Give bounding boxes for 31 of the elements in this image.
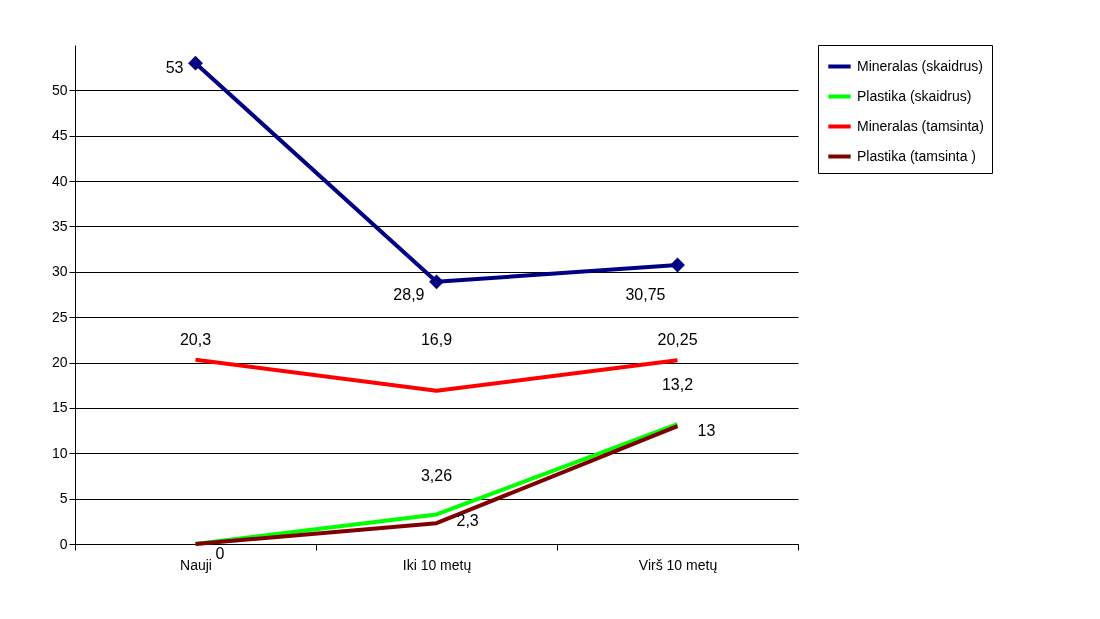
y-tick-label: 0 [59, 535, 68, 552]
data-label: 0 [215, 545, 225, 562]
data-label: 13 [697, 421, 716, 439]
legend-label: Plastika (tamsinta ) [857, 147, 977, 164]
data-label: 30,75 [625, 285, 666, 303]
y-tick-label: 10 [51, 444, 68, 461]
y-tick-label: 20 [51, 354, 68, 371]
data-label: 28,9 [393, 285, 425, 303]
data-label: 20,3 [179, 330, 212, 348]
data-label: 16,9 [420, 330, 453, 348]
data-label: 20,25 [657, 330, 698, 348]
x-tick-label: Iki 10 metų [402, 556, 472, 573]
data-label: 13,2 [661, 376, 694, 394]
y-tick-label: 25 [51, 308, 68, 325]
y-tick-label: 50 [51, 81, 68, 98]
legend-label: Plastika (skaidrus) [857, 87, 972, 104]
legend-label: Mineralas (skaidrus) [857, 57, 984, 74]
point [188, 55, 203, 71]
legend-label: Mineralas (tamsinta) [857, 117, 984, 134]
y-tick-label: 15 [51, 399, 68, 416]
data-label: 53 [165, 58, 184, 76]
x-tick-label: Nauji [180, 556, 212, 573]
data-label: 2,3 [456, 512, 479, 530]
x-tick-label: Virš 10 metų [638, 556, 718, 573]
y-tick-label: 30 [51, 263, 68, 280]
y-tick-label: 40 [51, 172, 68, 189]
data-label: 3,26 [420, 466, 453, 484]
y-tick-label: 5 [59, 490, 68, 507]
point [429, 274, 444, 290]
y-tick-label: 45 [51, 127, 68, 144]
y-tick-label: 35 [51, 217, 68, 234]
